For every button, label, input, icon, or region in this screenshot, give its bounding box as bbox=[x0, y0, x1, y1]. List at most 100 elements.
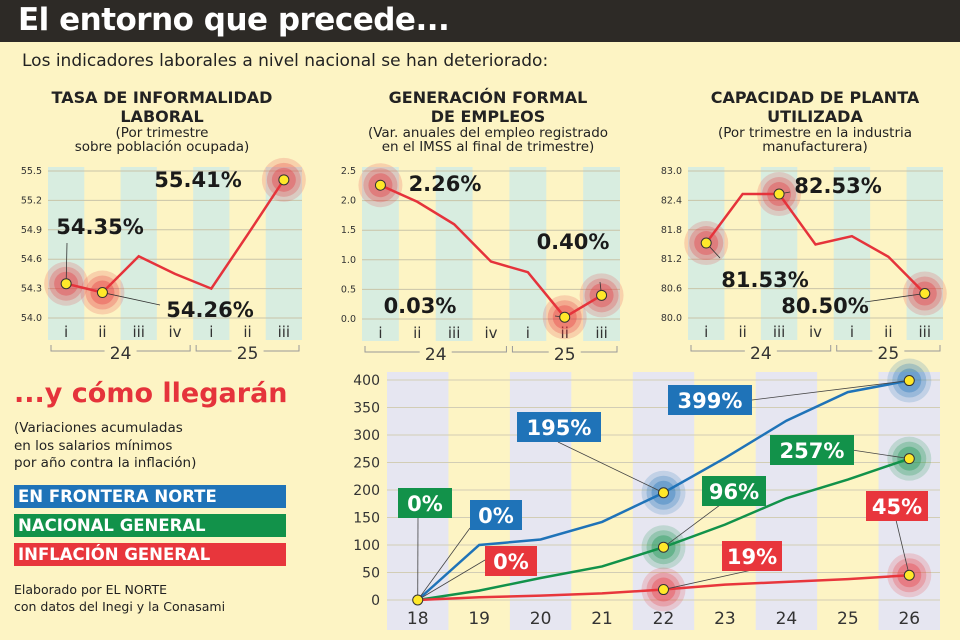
year-label: 24 bbox=[110, 344, 132, 364]
data-label: 399% bbox=[678, 389, 743, 413]
chart2-subtitle-1: (Var. anuales del empleo registrado bbox=[367, 125, 609, 141]
y-tick-label: 55.5 bbox=[21, 166, 42, 177]
data-point bbox=[658, 487, 669, 499]
x-tick-label: iii bbox=[595, 324, 608, 342]
legend-frontera-norte: EN FRONTERA NORTE bbox=[14, 485, 286, 508]
y-tick-label: 82.4 bbox=[661, 195, 682, 206]
x-tick-label: ii bbox=[243, 323, 251, 341]
data-point bbox=[658, 541, 669, 553]
y-tick-label: 200 bbox=[353, 483, 380, 499]
series-line bbox=[705, 192, 926, 295]
chart-salarios: 0 50 100 150 200 250 300 350 400 18 19 20 21 22 23 24 25… bbox=[353, 358, 940, 630]
x-tick-label: 23 bbox=[714, 609, 736, 629]
data-point bbox=[903, 569, 915, 581]
data-label: 80.50% bbox=[781, 294, 868, 318]
chart3-subtitle-2: manufacturera) bbox=[762, 139, 868, 156]
data-label-box bbox=[702, 476, 766, 506]
data-label-box bbox=[722, 541, 782, 571]
year-label: 25 bbox=[878, 344, 900, 364]
y-tick-label: 1.5 bbox=[341, 225, 356, 236]
chart2-subtitle-2: en el IMSS al final de trimestre) bbox=[381, 139, 595, 156]
chart-3: 80.080.681.281.882.483.0i ii iii iv i ii iii24… bbox=[661, 166, 947, 364]
data-point bbox=[658, 584, 669, 596]
data-label: 2.26% bbox=[409, 172, 482, 196]
x-tick-label: i bbox=[209, 323, 213, 341]
y-tick-label: 81.2 bbox=[661, 254, 682, 265]
chart2-title: GENERACIÓN FORMAL DE EMPLEOS bbox=[388, 88, 588, 126]
column-stripe bbox=[688, 167, 725, 340]
x-tick-label: ii bbox=[98, 323, 106, 341]
x-tick-label: 25 bbox=[837, 609, 859, 629]
column-stripe bbox=[120, 167, 157, 340]
data-label: 81.53% bbox=[721, 268, 808, 292]
x-tick-label: iv bbox=[168, 323, 181, 341]
data-point bbox=[96, 287, 108, 299]
data-label: 0.40% bbox=[537, 230, 610, 254]
y-tick-label: 83.0 bbox=[661, 166, 682, 177]
y-tick-label: 0.5 bbox=[341, 284, 356, 295]
leader-line bbox=[751, 380, 910, 401]
y-tick-label: 55.2 bbox=[21, 195, 42, 206]
header-bar: El entorno que precede... bbox=[0, 0, 960, 42]
section2-title: ...y cómo llegarán bbox=[14, 378, 288, 409]
y-tick-label: 0 bbox=[371, 593, 380, 609]
y-tick-label: 100 bbox=[353, 538, 380, 554]
data-label-box bbox=[517, 412, 601, 442]
chart1-heading: TASA DE INFORMALIDAD LABORAL (Por trimes… bbox=[12, 88, 312, 154]
leader-line bbox=[895, 519, 910, 576]
x-tick-label: 19 bbox=[468, 609, 490, 629]
x-tick-label: 20 bbox=[530, 609, 552, 629]
data-point bbox=[773, 188, 785, 200]
year-label: 25 bbox=[237, 344, 259, 364]
y-tick-label: 80.6 bbox=[661, 284, 682, 295]
x-tick-label: iv bbox=[484, 324, 497, 342]
year-bracket bbox=[690, 345, 832, 352]
chart3-heading: CAPACIDAD DE PLANTA UTILIZADA (Por trime… bbox=[665, 88, 960, 154]
chart2-heading: GENERACIÓN FORMAL DE EMPLEOS (Var. anual… bbox=[333, 88, 643, 154]
data-label-box bbox=[470, 500, 522, 530]
column-stripe bbox=[48, 167, 85, 340]
data-point bbox=[903, 453, 915, 465]
column-stripe bbox=[906, 167, 943, 340]
x-tick-label: 18 bbox=[407, 609, 429, 629]
x-tick-label: ii bbox=[413, 324, 421, 342]
y-tick-label: 54.6 bbox=[21, 254, 42, 265]
data-point bbox=[700, 237, 712, 249]
year-bracket bbox=[195, 345, 300, 352]
y-tick-label: 2.0 bbox=[341, 196, 356, 207]
data-label: 55.41% bbox=[154, 168, 241, 192]
data-label-box bbox=[398, 488, 452, 518]
chart1-title: TASA DE INFORMALIDAD LABORAL bbox=[51, 88, 273, 126]
leader-line bbox=[557, 441, 664, 494]
chart1-subtitle-1: (Por trimestre bbox=[115, 125, 209, 141]
x-tick-label: ii bbox=[738, 323, 746, 341]
data-point bbox=[60, 278, 72, 290]
data-label: 54.35% bbox=[56, 215, 143, 239]
column-stripe bbox=[265, 167, 302, 340]
data-point bbox=[596, 289, 608, 301]
source-note: Elaborado por EL NORTE con datos del Ine… bbox=[14, 582, 225, 616]
y-tick-label: 1.0 bbox=[341, 255, 356, 266]
data-point bbox=[559, 311, 571, 323]
x-tick-label: iii bbox=[773, 323, 786, 341]
year-label: 24 bbox=[750, 344, 772, 364]
x-tick-label: iii bbox=[919, 323, 932, 341]
data-point bbox=[903, 375, 915, 387]
year-bracket bbox=[50, 345, 191, 352]
note-line: (Variaciones acumuladas bbox=[14, 420, 183, 436]
column-stripe bbox=[833, 167, 871, 340]
column-stripe bbox=[193, 167, 230, 340]
subtitle: Los indicadores laborales a nivel nacion… bbox=[22, 51, 549, 71]
y-tick-label: 350 bbox=[353, 401, 380, 417]
page-title: El entorno que precede... bbox=[18, 2, 450, 38]
leader-line bbox=[851, 449, 910, 460]
note-line: en los salarios mínimos bbox=[14, 437, 173, 454]
data-label: 0% bbox=[407, 492, 443, 516]
year-bracket bbox=[836, 345, 941, 352]
data-point bbox=[412, 594, 424, 606]
data-label: 0% bbox=[493, 550, 529, 574]
chart-1: 54.054.354.654.955.255.5i ii iii iv i ii iii24… bbox=[21, 157, 306, 364]
section2-note: (Variaciones acumuladas en los salarios … bbox=[14, 420, 196, 473]
x-tick-label: ii bbox=[561, 324, 569, 342]
